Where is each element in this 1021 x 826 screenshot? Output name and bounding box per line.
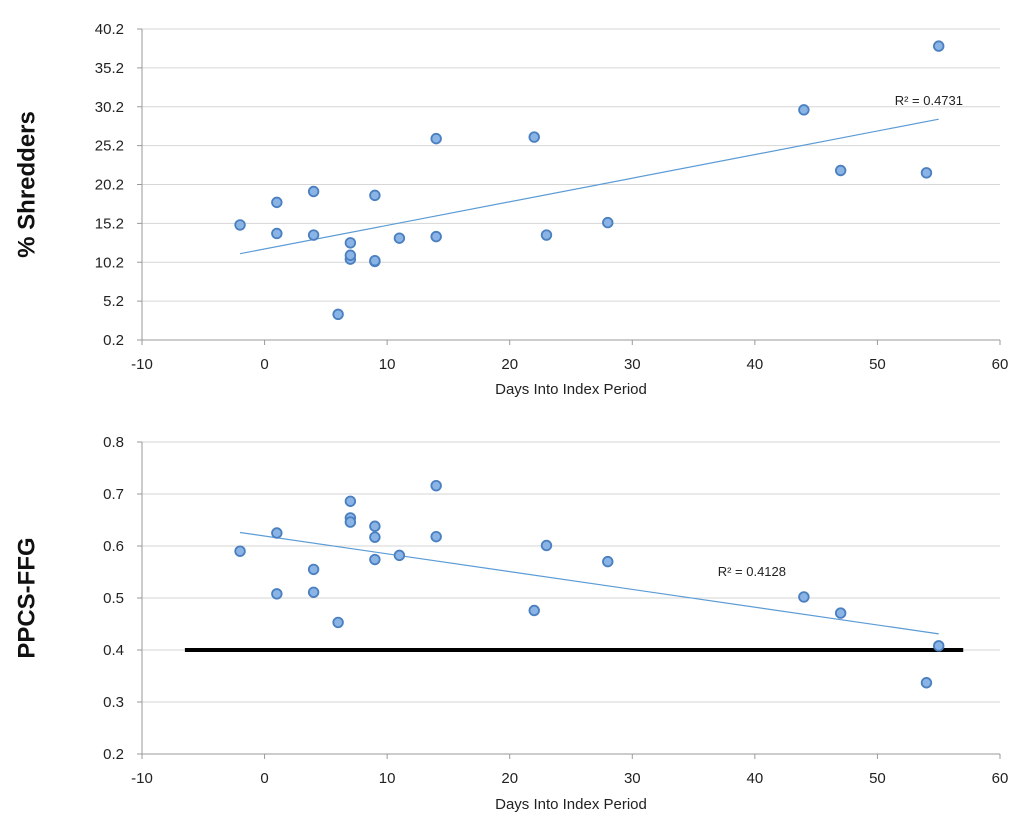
chart1-y-tick-label: 5.2 [103,293,124,310]
chart1-data-point [430,132,442,145]
chart1-data-point [271,196,283,209]
chart1-data-point [393,232,406,244]
chart2-data-point [271,527,283,539]
chart2-data-point [540,539,553,552]
chart1-data-point [602,216,614,229]
chart2-x-tick-label: 0 [260,770,268,787]
chart1-data-point [307,185,320,198]
chart2-data-point [430,479,442,492]
chart2-data-point [234,545,246,557]
chart1-data-point [920,167,933,179]
chart1-y-tick-label: 0.2 [103,332,124,349]
chart1-x-tick-label: 60 [992,356,1009,373]
chart2-y-tick-label: 0.5 [103,590,124,607]
chart2-y-tick-label: 0.2 [103,746,124,763]
chart1-y-tick-label: 15.2 [95,215,124,232]
chart1-x-tick-label: 0 [260,356,268,373]
chart2-x-tick-label: 60 [992,770,1009,787]
chart2-data-point [369,553,381,566]
chart1-x-axis-title: Days Into Index Period [495,381,647,398]
chart2-data-point [430,530,442,543]
chart1-x-tick-label: -10 [131,356,153,373]
chart1-y-tick-label: 25.2 [95,138,124,155]
chart2-y-tick-label: 0.8 [103,434,124,451]
chart2-y-tick-label: 0.4 [103,642,124,659]
chart1-y-tick-label: 35.2 [95,60,124,77]
chart2-trendline [239,531,939,635]
chart1-data-point [933,40,945,52]
chart2-y-tick-label: 0.6 [103,538,124,555]
chart1-x-tick-label: 20 [501,356,518,373]
chart1-y-tick-label: 10.2 [95,254,124,271]
chart2-data-point [933,640,945,652]
chart1-data-point [528,131,540,143]
chart1-data-point [834,164,847,177]
chart2-x-tick-label: 30 [624,770,641,787]
chart2-y-axis-title: PPCS-FFG [13,537,40,658]
chart2-data-point [307,586,320,598]
chart2-data-point [528,604,540,617]
chart1-y-tick-label: 40.2 [95,21,124,38]
chart2-x-tick-label: 40 [747,770,764,787]
chart2-y-tick-label: 0.3 [103,694,124,711]
chart2-data-point [332,616,344,629]
chart2-data-point [834,607,847,619]
chart1-trendline [239,118,939,255]
chart2-x-tick-label: 50 [869,770,886,787]
chart1-data-point [344,249,357,261]
chart2-data-point [271,588,283,600]
chart1-y-tick-label: 20.2 [95,177,124,194]
chart2-r-squared-label: R² = 0.4128 [718,564,786,579]
chart2-data-point [920,677,933,689]
chart1-r-squared-label: R² = 0.4731 [895,93,963,108]
chart2-x-tick-label: -10 [131,770,153,787]
chart2-data-point [798,591,810,603]
chart1-data-point [369,189,381,202]
chart1-x-tick-label: 10 [379,356,396,373]
chart2-data-point [344,516,357,528]
chart2-data-point [344,495,357,507]
chart1-data-point [430,230,442,243]
chart1-x-tick-label: 30 [624,356,641,373]
chart1-data-point [307,229,320,241]
chart2-x-tick-label: 20 [501,770,518,787]
chart1-data-point [271,227,283,240]
chart1-y-tick-label: 30.2 [95,99,124,116]
chart1-data-point [234,219,246,231]
chart1-y-axis-title: % Shredders [13,111,40,258]
chart1-x-tick-label: 50 [869,356,886,373]
chart2-y-tick-label: 0.7 [103,486,124,503]
chart2-x-tick-label: 10 [379,770,396,787]
chart1-data-point [344,237,357,249]
chart2-data-point [369,520,381,532]
chart2-data-point [307,563,320,576]
chart2-data-point [369,531,381,543]
chart1-data-point [332,308,344,321]
chart1-x-tick-label: 40 [747,356,764,373]
chart2-x-axis-title: Days Into Index Period [495,796,647,813]
chart1-data-point [798,104,810,116]
chart2-data-point [393,549,406,562]
chart1-data-point [540,229,553,241]
chart2-data-point [602,555,614,568]
chart1-data-point [369,254,381,267]
